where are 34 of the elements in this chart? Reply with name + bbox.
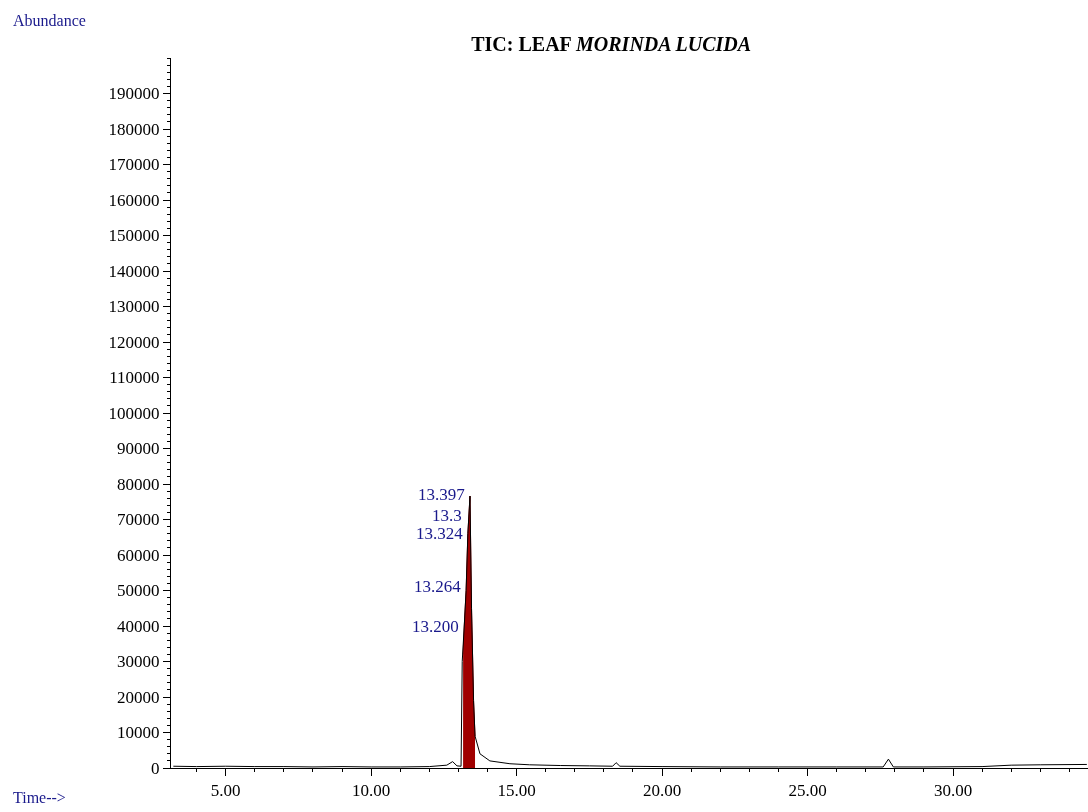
y-tick-label: 100000	[108, 403, 160, 423]
y-tick-label: 60000	[117, 545, 160, 565]
annotation: 13.3	[432, 506, 462, 525]
annotation: 13.397	[418, 485, 466, 504]
y-tick-label: 180000	[108, 119, 160, 139]
y-axis-title: Abundance	[13, 12, 86, 29]
y-tick-label: 190000	[108, 84, 160, 104]
x-axis-title: Time-->	[13, 789, 66, 806]
y-tick-label: 150000	[108, 226, 160, 246]
x-tick-label: 10.00	[352, 781, 391, 801]
x-tick-label: 5.00	[210, 781, 241, 801]
y-tick-label: 160000	[108, 190, 160, 210]
annotation: 13.200	[412, 617, 459, 636]
y-tick-label: 70000	[117, 510, 160, 530]
y-tick-label: 40000	[117, 616, 160, 636]
x-tick-label: 25.00	[788, 781, 827, 801]
y-tick-label: 80000	[117, 474, 160, 494]
y-tick-label: 130000	[108, 297, 160, 317]
y-tick-label: 120000	[108, 332, 160, 352]
y-tick-label: 90000	[117, 439, 160, 459]
x-tick-label: 20.00	[642, 781, 682, 801]
y-tick-label: 170000	[108, 155, 160, 175]
y-tick-label: 50000	[117, 581, 160, 601]
y-tick-label: 20000	[117, 687, 160, 707]
y-tick-label: 10000	[117, 723, 160, 743]
chart-title: TIC: LEAF MORINDA LUCIDA	[471, 32, 752, 55]
y-tick-label: 110000	[109, 368, 160, 388]
annotation: 13.324	[416, 524, 464, 543]
annotation: 13.264	[414, 577, 462, 596]
y-tick-label: 0	[151, 758, 160, 778]
y-tick-label: 140000	[108, 261, 160, 281]
y-tick-label: 30000	[117, 652, 160, 672]
x-tick-label: 15.00	[497, 781, 536, 801]
x-tick-label: 30.00	[933, 781, 973, 801]
